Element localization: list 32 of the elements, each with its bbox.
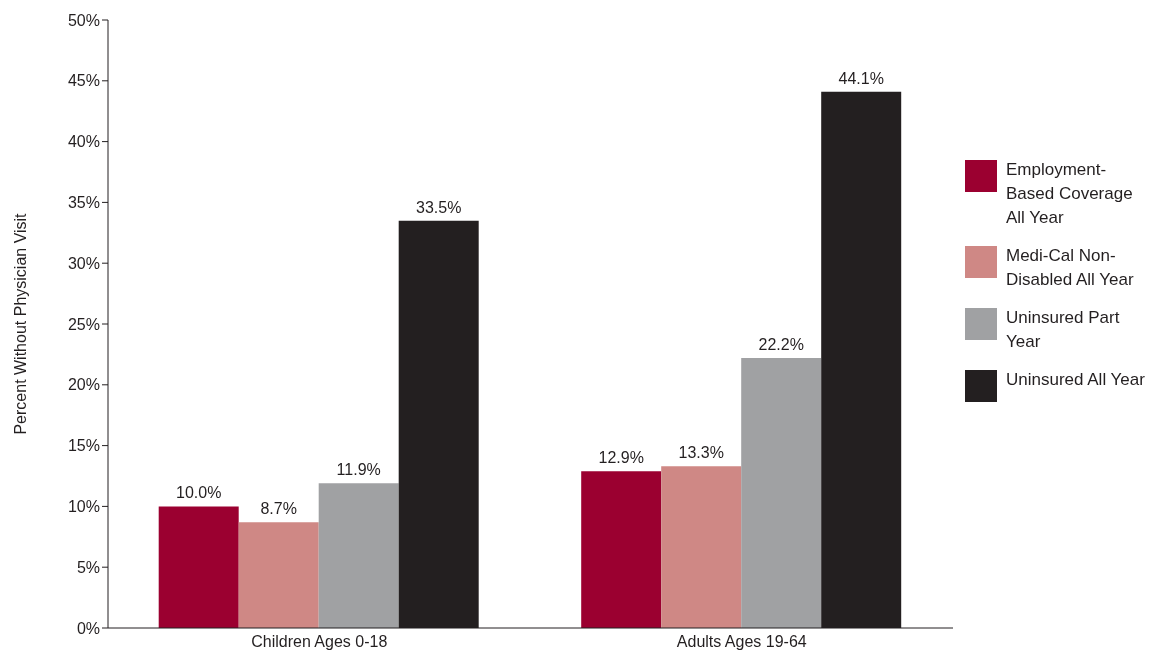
bar — [318, 483, 399, 628]
legend-label: Uninsured All Year — [1006, 369, 1145, 391]
data-label: 22.2% — [758, 336, 804, 354]
y-tick-label: 0% — [76, 619, 100, 637]
data-label: 13.3% — [678, 444, 724, 462]
bar — [581, 471, 662, 628]
data-label: 12.9% — [598, 449, 644, 467]
y-axis-title: Percent Without Physician Visit — [11, 212, 29, 435]
bar — [661, 466, 742, 628]
data-label: 11.9% — [336, 461, 381, 479]
legend-label: Medi-Cal Non-Disabled All Year — [1006, 245, 1135, 291]
y-tick-label: 5% — [76, 558, 100, 576]
y-tick-label: 25% — [67, 315, 100, 333]
data-label: 8.7% — [260, 500, 297, 518]
y-tick-label: 20% — [67, 376, 100, 394]
y-tick-label: 45% — [67, 72, 100, 90]
y-tick-label: 50% — [67, 11, 100, 29]
y-tick-label: 40% — [67, 133, 100, 151]
data-label: 33.5% — [416, 198, 462, 216]
y-tick-label: 10% — [67, 498, 100, 516]
bar — [238, 522, 319, 628]
bar — [158, 506, 239, 628]
x-tick-label: Adults Ages 19-64 — [676, 633, 807, 651]
data-label: 10.0% — [176, 484, 222, 502]
bar — [741, 358, 822, 628]
data-label: 44.1% — [838, 69, 884, 87]
y-tick-label: 15% — [67, 437, 100, 455]
x-tick-label: Children Ages 0-18 — [251, 633, 388, 651]
y-tick-label: 30% — [67, 254, 100, 272]
legend-label: Uninsured Part Year — [1006, 307, 1121, 353]
y-tick-label: 35% — [67, 194, 100, 212]
legend-label: Employment-Based Coverage All Year — [1006, 159, 1134, 229]
